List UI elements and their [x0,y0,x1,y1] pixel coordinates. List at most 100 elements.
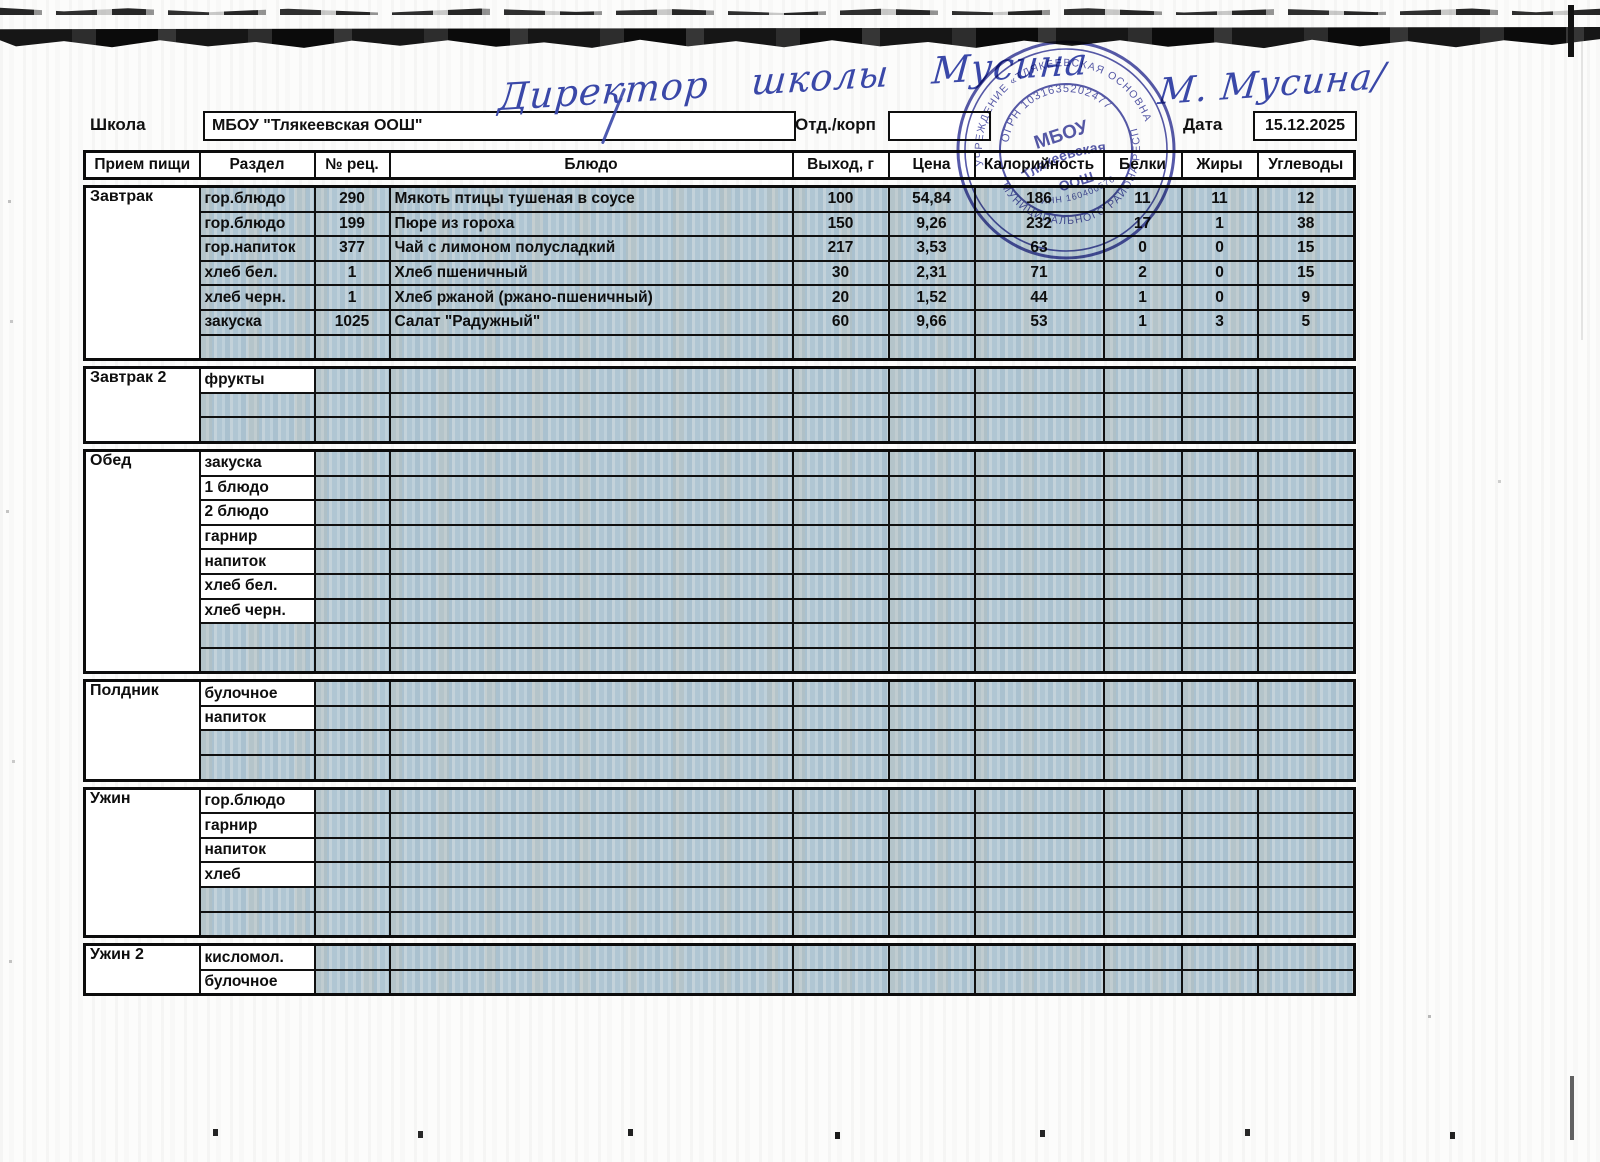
cell-output: 60 [791,308,890,336]
cell-protein [1102,449,1183,477]
cell-output: 20 [791,284,890,311]
cell-kcal [973,572,1105,600]
cell-fat [1180,886,1259,913]
table-row: закуска 1025 Салат "Радужный" 60 9,66 53 1 3 5 [85,308,1356,336]
table-row: напиток [85,548,1356,575]
cell-fat [1180,754,1259,782]
cell-fat: 0 [1180,284,1259,311]
column-header-2: № рец. [313,150,391,180]
cell-protein [1102,391,1183,419]
cell-dish [388,391,794,419]
table-row: Завтрак 2 фрукты [83,366,1356,444]
cell-fat [1180,910,1259,938]
cell-fat [1180,968,1259,996]
handwriting-signature: М. Мусина/ [1156,55,1389,114]
cell-dish [388,861,794,889]
menu-table: Прием пищи Раздел № рец. Блюдо Выход, г Цена К… [83,150,1356,997]
cell-protein [1102,910,1183,938]
cell-kcal [973,754,1105,782]
column-header-3: Блюдо [388,150,794,180]
cell-razdel: фрукты [198,366,316,394]
cell-price [887,333,976,361]
scan-artifact-top-band-2 [0,27,1600,49]
cell-dish [388,523,794,551]
cell-razdel: хлеб бел. [198,572,316,600]
cell-output [791,416,890,444]
cell-output: 150 [791,210,890,238]
cell-razdel: кисломол. [198,943,316,971]
cell-dish [388,886,794,913]
menu-table-header: Прием пищи Раздел № рец. Блюдо Выход, г Цена К… [83,150,1356,180]
cell-protein [1102,679,1183,707]
cell-output [791,754,890,782]
meal-section-poldnik: Полдник булочное напиток [83,679,1356,782]
cell-dish [388,836,794,864]
cell-dish [388,366,794,394]
cell-kcal [973,704,1105,732]
cell-meal-name: Завтрак 2 [83,366,201,444]
cell-output: 217 [791,235,890,262]
cell-razdel: закуска [198,449,316,477]
cell-price [887,366,976,394]
cell-rec-no: 377 [313,235,391,262]
meal-section-zavtrak-2: Завтрак 2 фрукты [83,366,1356,444]
table-row [85,622,1356,649]
cell-output [791,836,890,864]
cell-price: 1,52 [887,284,976,311]
cell-protein [1102,499,1183,526]
scan-artifact-faint-line [1581,40,1583,340]
cell-kcal [973,787,1105,815]
scan-artifact-right-edge-bottom [1570,1076,1574,1140]
cell-kcal [973,836,1105,864]
cell-rec-no [313,572,391,600]
scan-artifact-specks [8,200,11,203]
cell-rec-no: 199 [313,210,391,238]
cell-rec-no [313,704,391,732]
cell-kcal: 71 [973,259,1105,287]
cell-protein [1102,729,1183,757]
cell-output [791,474,890,502]
cell-output [791,523,890,551]
cell-rec-no [313,416,391,444]
cell-fat [1180,597,1259,625]
date-value-box: 15.12.2025 [1253,111,1357,141]
stamp-outer-ring-2 [964,48,1168,252]
cell-kcal: 53 [973,308,1105,336]
table-row: хлеб [85,861,1356,889]
cell-carbs: 12 [1256,185,1356,213]
cell-price: 3,53 [887,235,976,262]
cell-price [887,646,976,674]
cell-kcal [973,449,1105,477]
table-row: напиток [85,704,1356,732]
cell-carbs [1256,861,1356,889]
cell-fat: 11 [1180,185,1259,213]
cell-fat [1180,499,1259,526]
cell-fat [1180,787,1259,815]
cell-dish [388,787,794,815]
cell-dish [388,729,794,757]
cell-protein [1102,812,1183,839]
cell-fat [1180,646,1259,674]
table-row: 2 блюдо [85,499,1356,526]
cell-razdel: закуска [198,308,316,336]
cell-kcal [973,366,1105,394]
cell-output [791,886,890,913]
cell-razdel [198,622,316,649]
table-row [85,646,1356,674]
cell-protein [1102,416,1183,444]
table-row: булочное [85,968,1356,996]
date-label: Дата [1183,115,1223,134]
cell-protein [1102,548,1183,575]
cell-carbs [1256,812,1356,839]
cell-protein [1102,622,1183,649]
cell-price [887,548,976,575]
cell-rec-no [313,523,391,551]
stamp-outer-ring [956,40,1176,260]
cell-carbs [1256,474,1356,502]
cell-kcal [973,622,1105,649]
school-value-box: МБОУ "Тлякеевская ООШ" [203,111,796,141]
table-row: Завтрак гор.блюдо 290 Мякоть птицы тушеная … [83,185,1356,361]
cell-output [791,943,890,971]
cell-fat [1180,704,1259,732]
cell-fat [1180,366,1259,394]
